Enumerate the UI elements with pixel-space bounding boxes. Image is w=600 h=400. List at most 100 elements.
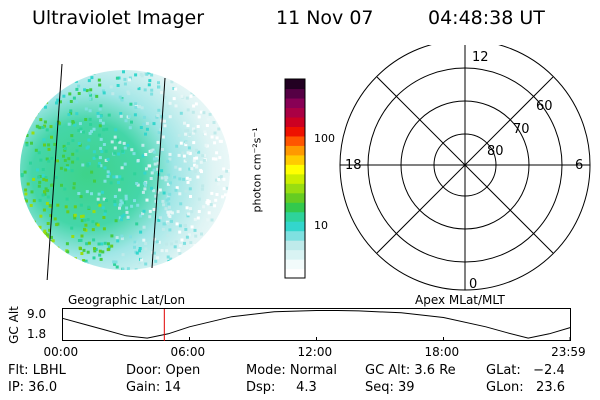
image-pixel	[186, 269, 190, 270]
image-pixel	[122, 201, 126, 205]
image-pixel	[24, 192, 28, 196]
image-pixel	[112, 260, 116, 264]
image-pixel	[48, 228, 52, 232]
image-pixel	[157, 218, 161, 222]
image-pixel	[56, 203, 60, 207]
image-pixel	[28, 227, 32, 231]
image-pixel	[157, 85, 161, 89]
image-pixel	[140, 258, 144, 262]
image-pixel	[77, 265, 81, 269]
image-pixel	[199, 110, 203, 114]
image-pixel	[188, 152, 192, 156]
image-pixel	[32, 75, 35, 79]
orbit-right-title: Apex MLat/MLT	[415, 293, 505, 307]
image-pixel	[32, 220, 36, 224]
image-pixel	[182, 177, 186, 181]
image-pixel	[158, 188, 162, 192]
image-pixel	[144, 242, 148, 245]
image-pixel	[21, 86, 25, 90]
image-pixel	[184, 143, 188, 147]
image-pixel	[228, 229, 230, 233]
image-pixel	[96, 114, 100, 118]
image-pixel	[220, 204, 224, 208]
image-pixel	[193, 244, 197, 248]
image-pixel	[102, 227, 106, 231]
colorbar-swatch	[285, 116, 305, 127]
image-pixel	[222, 187, 226, 191]
image-pixel	[37, 175, 41, 179]
image-pixel	[197, 115, 201, 119]
image-pixel	[194, 102, 198, 106]
image-pixel	[48, 76, 52, 80]
image-pixel	[100, 242, 104, 246]
image-pixel	[216, 223, 220, 227]
image-pixel	[44, 178, 48, 182]
image-pixel	[168, 215, 172, 218]
image-pixel	[37, 151, 41, 155]
image-pixel	[200, 73, 204, 77]
image-pixel	[214, 81, 218, 84]
image-pixel	[175, 220, 178, 224]
image-pixel	[105, 199, 108, 202]
image-pixel	[228, 183, 230, 187]
image-pixel	[196, 216, 200, 220]
image-pixel	[80, 234, 84, 238]
image-pixel	[121, 253, 125, 257]
image-pixel	[139, 214, 143, 218]
image-pixel	[86, 164, 90, 168]
image-pixel	[31, 131, 35, 135]
image-pixel	[148, 209, 152, 213]
image-pixel	[186, 82, 190, 86]
image-pixel	[141, 143, 145, 147]
image-pixel	[32, 234, 36, 238]
image-pixel	[143, 187, 147, 191]
image-pixel	[26, 216, 30, 220]
image-pixel	[45, 72, 49, 76]
image-pixel	[106, 248, 110, 252]
image-pixel	[155, 115, 159, 119]
image-pixel	[166, 255, 170, 259]
image-pixel	[206, 202, 210, 206]
image-pixel	[86, 162, 90, 166]
image-pixel	[81, 163, 85, 167]
image-pixel	[181, 266, 185, 270]
image-pixel	[75, 112, 79, 116]
image-pixel	[128, 76, 132, 80]
image-pixel	[96, 112, 100, 115]
image-pixel	[98, 249, 102, 253]
image-pixel	[25, 199, 28, 203]
image-pixel	[124, 119, 128, 123]
image-pixel	[183, 223, 187, 227]
image-pixel	[37, 85, 41, 89]
image-pixel	[218, 139, 222, 143]
image-pixel	[167, 259, 171, 263]
image-pixel	[98, 156, 102, 160]
image-pixel	[144, 153, 148, 156]
image-pixel	[167, 197, 171, 201]
image-pixel	[28, 106, 32, 110]
image-pixel	[199, 160, 203, 164]
image-pixel	[72, 121, 75, 125]
image-pixel	[165, 242, 168, 246]
image-pixel	[202, 86, 206, 90]
image-pixel	[43, 192, 47, 196]
image-pixel	[176, 75, 180, 78]
orbit-ytick-min: 1.8	[27, 327, 47, 341]
image-pixel	[193, 129, 197, 133]
image-pixel	[190, 91, 194, 94]
image-pixel	[160, 176, 164, 180]
terminator-right	[151, 77, 166, 269]
image-pixel	[177, 82, 181, 86]
image-pixel	[98, 124, 102, 128]
image-pixel	[142, 209, 146, 213]
image-pixel	[135, 222, 139, 226]
image-pixel	[29, 161, 32, 165]
image-pixel	[41, 168, 45, 171]
image-pixel	[136, 183, 140, 187]
status-dsp: Dsp: 4.3	[246, 380, 317, 395]
image-pixel	[75, 149, 79, 153]
image-pixel	[229, 176, 230, 180]
image-pixel	[213, 131, 217, 135]
image-pixel	[227, 91, 230, 95]
image-pixel	[117, 181, 120, 184]
